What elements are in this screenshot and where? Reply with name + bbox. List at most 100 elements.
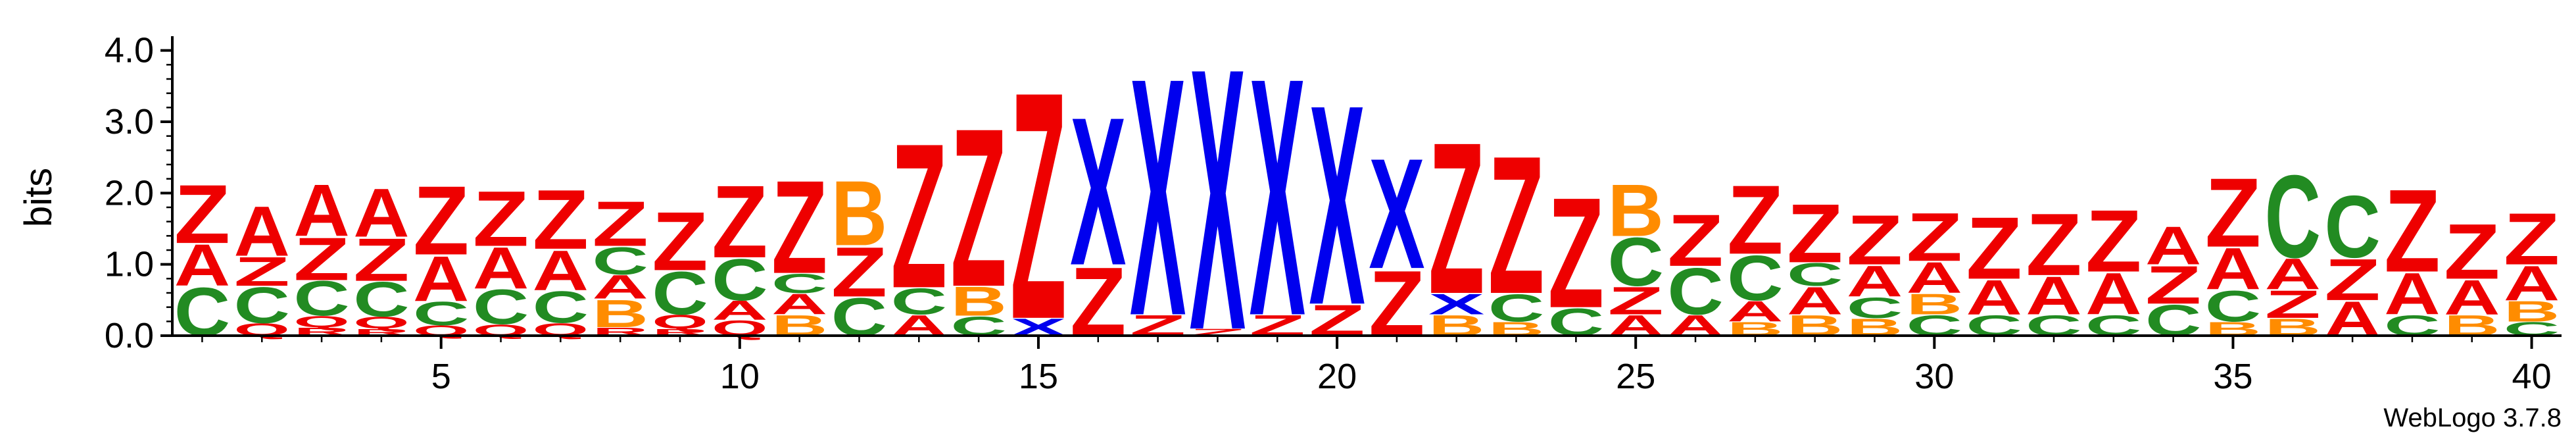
logo-glyph-Z: Z	[771, 153, 827, 301]
logo-glyph-Z: Z	[1608, 279, 1664, 323]
logo-glyph-A: A	[771, 288, 827, 321]
logo-glyph-Z: Z	[1727, 165, 1783, 274]
logo-column-19: ZX	[1250, 7, 1306, 386]
y-axis-label: bits	[17, 168, 60, 227]
logo-glyph-C: C	[592, 239, 648, 283]
logo-column-14: CBZ	[950, 82, 1006, 342]
logo-glyph-Z: Z	[473, 174, 529, 263]
logo-glyph-A: A	[712, 295, 767, 326]
logo-glyph-C: C	[1727, 242, 1783, 314]
logo-column-15: XZ	[1010, 24, 1067, 387]
logo-glyph-B: B	[2504, 295, 2560, 328]
logo-glyph-Z: Z	[2324, 247, 2380, 313]
logo-column-18: ZX	[1190, 0, 1246, 409]
logo-glyph-Z: Z	[712, 165, 767, 279]
logo-column-16: ZX	[1070, 73, 1126, 357]
logo-glyph-A: A	[234, 192, 290, 271]
logo-glyph-C: C	[353, 272, 409, 327]
logo-column-31: CAZ	[1966, 199, 2022, 342]
logo-glyph-Q: Q	[353, 313, 409, 332]
logo-glyph-C: C	[1667, 254, 1723, 328]
logo-glyph-X: X	[1130, 7, 1186, 386]
y-tick-label: 1.0	[105, 245, 154, 284]
logo-glyph-A: A	[293, 170, 349, 252]
logo-glyph-A: A	[2145, 215, 2201, 276]
logo-glyph-A: A	[2085, 261, 2141, 327]
logo-glyph-A: A	[2504, 255, 2560, 311]
x-tick-label: 30	[1914, 357, 1954, 396]
x-tick-label: 5	[431, 357, 451, 396]
logo-glyph-C: C	[2205, 282, 2261, 331]
logo-glyph-C: C	[771, 268, 827, 299]
logo-glyph-A: A	[2444, 270, 2500, 325]
logo-column-22: BXZ	[1428, 97, 1484, 342]
logo-glyph-B: B	[1608, 170, 1664, 252]
logo-glyph-C: C	[234, 277, 290, 334]
logo-glyph-Z: Z	[174, 168, 230, 261]
logo-glyph-A: A	[1847, 257, 1903, 306]
logo-glyph-C: C	[473, 280, 529, 335]
logo-glyph-Q: Q	[652, 311, 708, 332]
weblogo-version-footer: WebLogo 3.7.8	[2383, 403, 2562, 432]
logo-glyph-Z: Z	[652, 195, 708, 288]
logo-glyph-Z: Z	[1548, 166, 1604, 341]
logo-glyph-Q: Q	[293, 313, 349, 330]
logo-glyph-C: C	[293, 271, 349, 326]
logo-glyph-Z: Z	[950, 82, 1006, 334]
logo-glyph-Z: Z	[891, 101, 947, 331]
logo-glyph-C: C	[652, 259, 708, 328]
logo-glyph-C: C	[712, 247, 767, 313]
logo-glyph-A: A	[1907, 253, 1962, 303]
logo-glyph-B: B	[950, 278, 1006, 324]
logo-column-32: CAZ	[2026, 195, 2081, 342]
logo-glyph-Z: Z	[2384, 165, 2440, 297]
logo-glyph-X: X	[1428, 288, 1484, 321]
logo-glyph-A: A	[592, 269, 648, 305]
y-tick-label: 4.0	[105, 31, 154, 70]
logo-glyph-A: A	[174, 233, 230, 299]
logo-glyph-A: A	[353, 174, 409, 251]
x-tick-label: 40	[2512, 357, 2552, 396]
logo-glyph-C: C	[2324, 177, 2380, 276]
logo-glyph-B: B	[1907, 288, 1962, 321]
logo-column-37: AZC	[2324, 177, 2380, 346]
logo-column-13: ACZ	[891, 101, 947, 342]
logo-glyph-Z: Z	[2504, 197, 2560, 280]
logo-glyph-Z: Z	[592, 188, 648, 260]
logo-column-26: ACZ	[1667, 199, 1723, 342]
logo-glyph-Z: Z	[2026, 195, 2081, 294]
logo-glyph-Z: Z	[293, 226, 349, 294]
logo-glyph-A: A	[533, 238, 589, 302]
logo-glyph-Z: Z	[413, 165, 469, 275]
y-axis-ticks: 0.0 1.0 2.0 3.0 4.0	[105, 31, 172, 355]
logo-glyph-C: C	[1488, 286, 1544, 330]
logo-glyph-X: X	[1309, 45, 1365, 364]
logo-glyph-Z: Z	[1488, 116, 1544, 335]
y-tick-label: 2.0	[105, 173, 154, 213]
logo-glyph-Z: Z	[533, 172, 589, 267]
logo-glyph-Z: Z	[831, 233, 887, 312]
logo-glyph-C: C	[891, 280, 947, 323]
x-tick-label: 35	[2213, 357, 2252, 396]
y-tick-label: 3.0	[105, 102, 154, 142]
logo-column-34: CZA	[2145, 215, 2201, 345]
logo-glyph-A: A	[2265, 249, 2321, 299]
logo-glyph-B: B	[592, 292, 648, 336]
x-tick-label: 20	[1317, 357, 1357, 396]
logo-column-24: CZ	[1548, 166, 1604, 344]
logo-glyph-Z: Z	[2145, 255, 2201, 315]
logo-column-33: CAZ	[2085, 192, 2141, 342]
logo-glyph-X: X	[1070, 73, 1126, 309]
logo-column-21: ZX	[1369, 125, 1424, 355]
